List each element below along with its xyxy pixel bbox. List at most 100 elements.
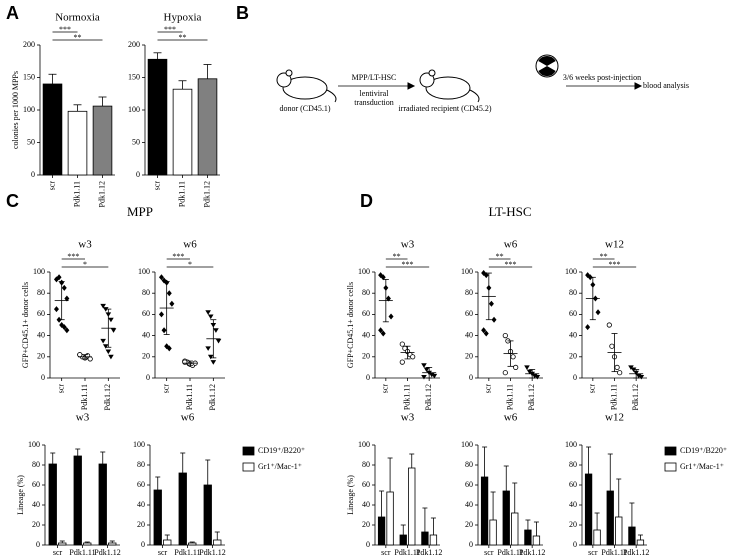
y-axis-label: GFP+CD45.1+ donor cells xyxy=(21,282,30,368)
data-point xyxy=(385,295,391,302)
y-tick-label: 100 xyxy=(133,440,145,449)
diagram-label: donor (CD45.1) xyxy=(279,104,330,113)
data-point xyxy=(207,354,214,360)
x-tick-label: scr xyxy=(47,181,56,191)
y-tick-label: 20 xyxy=(142,352,150,361)
y-tick-label: 0 xyxy=(31,170,35,179)
data-point xyxy=(524,365,530,370)
significance-label: *** xyxy=(164,25,176,34)
x-tick-label: Pdk1.11 xyxy=(609,384,618,410)
y-tick-label: 80 xyxy=(465,460,473,469)
significance-label: *** xyxy=(172,252,184,261)
bar xyxy=(615,516,623,546)
y-tick-label: 20 xyxy=(32,520,40,529)
y-tick-label: 150 xyxy=(128,72,140,81)
x-tick-label: Pdk1.12 xyxy=(416,548,442,557)
data-point xyxy=(585,324,591,331)
legend-swatch xyxy=(242,446,255,456)
bar xyxy=(532,535,541,546)
y-tick-label: 60 xyxy=(569,309,577,318)
x-tick-label: scr xyxy=(588,384,597,394)
x-tick-label: scr xyxy=(56,384,65,394)
data-point xyxy=(64,327,70,334)
donor-ear xyxy=(285,69,293,77)
diagram-label: irradiated recipient (CD45.2) xyxy=(398,104,491,113)
data-point xyxy=(108,317,114,323)
legend-swatch xyxy=(242,462,255,472)
y-tick-label: 100 xyxy=(138,267,150,276)
y-tick-label: 100 xyxy=(23,105,35,114)
bar xyxy=(108,542,117,546)
y-tick-label: 100 xyxy=(565,440,577,449)
y-tick-label: 0 xyxy=(366,540,370,549)
chart-title: Normoxia xyxy=(55,12,100,24)
significance-label: *** xyxy=(402,260,414,269)
bar xyxy=(593,529,601,546)
data-point xyxy=(205,346,211,351)
group-title: LT-HSC xyxy=(488,204,531,219)
y-tick-label: 80 xyxy=(569,460,577,469)
y-tick-label: 100 xyxy=(358,440,370,449)
bar xyxy=(163,539,172,546)
y-tick-label: 0 xyxy=(573,540,577,549)
data-point xyxy=(169,300,175,307)
x-tick-label: scr xyxy=(53,548,63,557)
x-tick-label: Pdk1.11 xyxy=(505,384,514,410)
diagram-label: blood analysis xyxy=(643,81,689,90)
group-title: MPP xyxy=(127,204,153,219)
data-point xyxy=(77,352,83,358)
y-tick-label: 80 xyxy=(37,288,45,297)
x-tick-label: Pdk1.12 xyxy=(202,181,211,207)
bar xyxy=(584,473,593,546)
bar xyxy=(628,526,636,546)
panel-letter: A xyxy=(6,3,19,23)
data-point xyxy=(388,313,394,320)
y-tick-label: 0 xyxy=(141,540,145,549)
y-tick-label: 60 xyxy=(142,309,150,318)
data-point xyxy=(213,328,219,333)
y-tick-label: 100 xyxy=(28,440,40,449)
bar xyxy=(421,531,429,546)
chart-title: w3 xyxy=(78,239,92,251)
legend-label: Gr1⁺/Mac-1⁺ xyxy=(258,462,302,471)
recipient-head xyxy=(419,72,435,88)
bar xyxy=(203,484,212,546)
data-point xyxy=(491,316,497,323)
data-point xyxy=(100,338,106,344)
significance-label: ** xyxy=(600,252,608,261)
bar xyxy=(67,110,88,176)
donor-tail xyxy=(326,89,337,103)
bar xyxy=(377,516,386,546)
bar xyxy=(429,534,438,546)
chart-title: w12 xyxy=(605,412,624,424)
data-point xyxy=(617,370,623,376)
radiation-blades xyxy=(538,55,556,77)
data-point xyxy=(502,370,508,376)
data-point xyxy=(534,374,541,380)
recipient-mouse xyxy=(425,76,471,100)
y-tick-label: 40 xyxy=(569,330,577,339)
data-point xyxy=(399,341,405,347)
chart-title: Hypoxia xyxy=(164,12,202,24)
data-point xyxy=(481,327,487,334)
y-tick-label: 0 xyxy=(469,373,473,382)
data-point xyxy=(105,349,112,355)
data-point xyxy=(483,272,489,279)
y-tick-label: 40 xyxy=(32,500,40,509)
y-tick-label: 20 xyxy=(37,352,45,361)
arrow-head xyxy=(407,82,416,90)
data-point xyxy=(421,374,427,380)
y-tick-label: 100 xyxy=(33,267,45,276)
significance-label: *** xyxy=(59,25,71,34)
x-tick-label: Pdk1.11 xyxy=(72,181,81,207)
x-tick-label: Pdk1.11 xyxy=(80,384,89,410)
bar xyxy=(636,539,645,546)
data-point xyxy=(158,274,164,281)
y-tick-label: 100 xyxy=(565,267,577,276)
data-point xyxy=(61,284,67,291)
chart-title: w3 xyxy=(76,412,90,424)
y-tick-label: 100 xyxy=(358,267,370,276)
x-tick-label: Pdk1.12 xyxy=(631,384,640,410)
significance-label: * xyxy=(188,260,192,269)
